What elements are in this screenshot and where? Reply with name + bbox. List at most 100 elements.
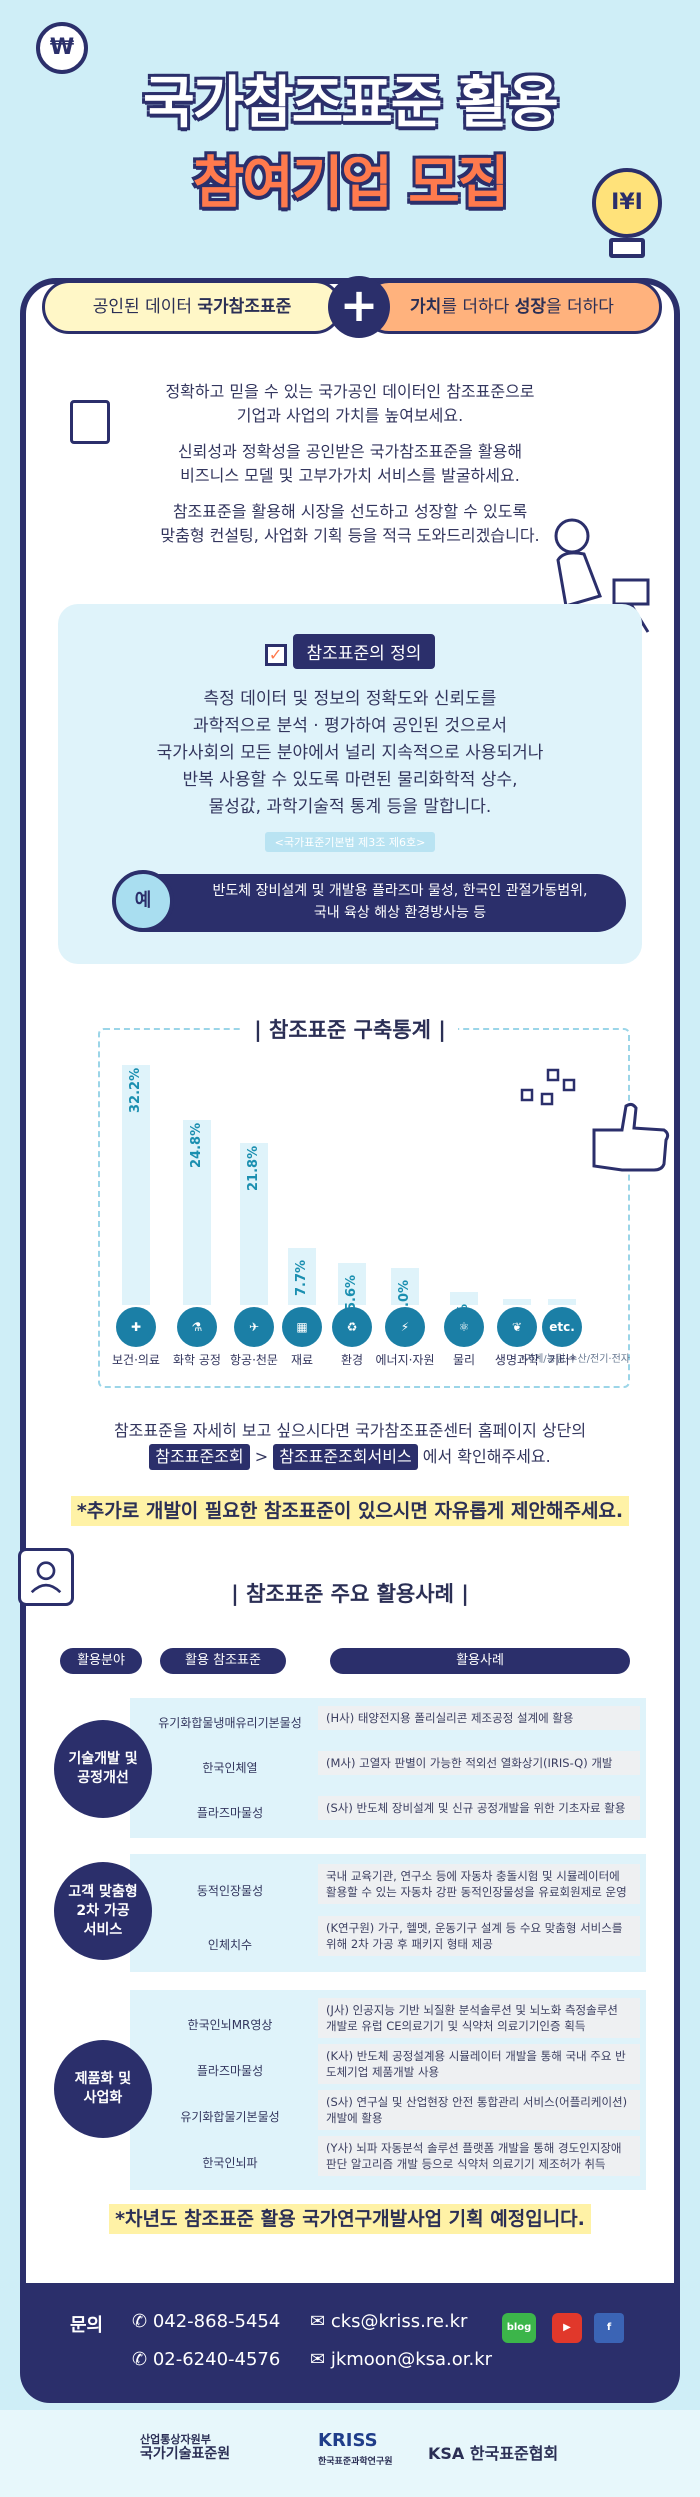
category-icon: ⚗ xyxy=(177,1307,217,1347)
group2-field-line1: 고객 맞춤형 xyxy=(68,1883,138,1900)
chart-value-label: 7.7% xyxy=(294,1259,309,1296)
banner-right-bold1: 가치 xyxy=(410,297,442,317)
kriss-logo-line2: 한국표준과학연구원 xyxy=(318,2457,393,2467)
category-icon: ⚛ xyxy=(444,1307,484,1347)
kats-logo-line1: 산업통상자원부 xyxy=(140,2433,211,2446)
email-2[interactable]: ✉ jkmoon@ksa.or.kr xyxy=(310,2349,493,2370)
definition-source: <국가표준기본법 제3조 제6호> xyxy=(0,831,700,852)
hero-title-line1: 국가참조표준 활용 xyxy=(143,71,559,136)
case-description: (J사) 인공지능 기반 뇌질환 분석솔루션 및 뇌노화 측정솔루션 개발로 유… xyxy=(318,1998,640,2038)
case-description: (Y사) 뇌파 자동분석 솔루션 플랫폼 개발을 통해 경도인지장애 판단 알고… xyxy=(318,2136,640,2176)
group3-field-line1: 제품화 및 xyxy=(74,2071,132,2087)
category-label: 기타* xyxy=(547,1353,577,1367)
group3-field-line2: 사업화 xyxy=(83,2090,123,2106)
category-icon: etc. xyxy=(542,1307,582,1347)
user-profile-icon xyxy=(18,1548,74,1606)
chart-bar xyxy=(503,1299,531,1305)
group1-field-line2: 공정개선 xyxy=(77,1770,129,1786)
intro-p1-line1: 정확하고 믿을 수 있는 국가공인 데이터인 참조표준으로 xyxy=(165,382,535,401)
definition-line1: 측정 데이터 및 정보의 정확도와 신뢰도를 xyxy=(203,689,497,709)
example-line2: 국내 육상 해상 환경방사능 등 xyxy=(313,905,487,921)
chart-value-label: 32.2% xyxy=(128,1067,143,1113)
banner-right-pill: 가치를 더하다 성장을 더하다 xyxy=(362,280,662,334)
banner-right-bold2: 성장 xyxy=(514,297,546,317)
stats-title-text: | 참조표준 구축통계 | xyxy=(242,1018,458,1042)
kriss-logo-line1: KRISS xyxy=(318,2430,378,2451)
kats-logo-line2: 국가기술표준원 xyxy=(140,2446,231,2462)
case-description: 국내 교육기관, 연구소 등에 자동차 충돌시험 및 시뮬레이터에 활용할 수 … xyxy=(318,1864,640,1904)
definition-line3: 국가사회의 모든 분야에서 널리 지속적으로 사용되거나 xyxy=(156,743,544,763)
stats-footnote: *기계/농림·수산/전기·전자 xyxy=(519,1354,630,1365)
shopping-bag-icon xyxy=(70,400,110,444)
case-description: (M사) 고열자 판별이 가능한 적외선 열화상기(IRIS-Q) 개발 xyxy=(318,1751,640,1775)
banner-left-bold: 국가참조표준 xyxy=(197,297,292,317)
case-description: (H사) 태양전지용 폴리실리콘 제조공정 설계에 활용 xyxy=(318,1706,640,1730)
category-label: 항공·천문 xyxy=(230,1353,278,1367)
value-banner: 공인된 데이터 국가참조표준 가치를 더하다 성장을 더하다 + xyxy=(42,276,662,338)
case-standard: 유기화합물기본물성 xyxy=(180,2110,280,2124)
category-icon: ✈ xyxy=(234,1307,274,1347)
example-badge: 예 xyxy=(112,870,174,932)
blog-icon[interactable]: blog xyxy=(502,2313,536,2343)
case-description: (S사) 반도체 장비설계 및 신규 공정개발을 위한 기초자료 활용 xyxy=(318,1796,640,1820)
chart-bar xyxy=(183,1120,211,1305)
intro-p2-line2: 비즈니스 모델 및 고부가가치 서비스를 발굴하세요. xyxy=(180,466,520,485)
lookup-separator: > xyxy=(249,1447,274,1466)
case-standard: 유기화합물냉매유리기본물성 xyxy=(158,1716,302,1730)
group1-field-line1: 기술개발 및 xyxy=(68,1751,138,1767)
chart-value-label: 21.8% xyxy=(246,1145,261,1191)
suggest-text: *추가로 개발이 필요한 참조표준이 있으시면 자유롭게 제안해주세요. xyxy=(70,1496,630,1526)
email-1[interactable]: ✉ cks@kriss.re.kr xyxy=(310,2311,468,2332)
banner-left-prefix: 공인된 데이터 xyxy=(92,297,198,317)
email-2-address[interactable]: jkmoon@ksa.or.kr xyxy=(330,2349,493,2370)
hero-section: ₩ 국가참조표준 활용 참여기업 모집 I¥I xyxy=(0,0,700,270)
phone-2[interactable]: ✆ 02-6240-4576 xyxy=(132,2349,281,2370)
plus-icon: + xyxy=(328,276,390,338)
example-bar xyxy=(114,874,626,932)
category-label: 생명과학 xyxy=(494,1353,540,1367)
lookup-tag-reference-service: 참조표준조회서비스 xyxy=(273,1444,418,1470)
example-text: 반도체 장비설계 및 개발용 플라즈마 물성, 한국인 관절가동범위, 국내 육… xyxy=(180,880,620,924)
chart-bar xyxy=(122,1065,150,1305)
category-label: 보건·의료 xyxy=(112,1353,160,1367)
definition-line5: 물성값, 과학기술적 통계 등을 말합니다. xyxy=(208,797,492,817)
facebook-icon[interactable]: f xyxy=(594,2313,624,2343)
kats-logo: 산업통상자원부 국가기술표준원 xyxy=(140,2432,230,2462)
chart-bar xyxy=(288,1247,316,1305)
next-year-text: *차년도 참조표준 활용 국가연구개발사업 기획 예정입니다. xyxy=(109,2204,591,2234)
phone-2-number[interactable]: 02-6240-4576 xyxy=(152,2349,281,2370)
category-icon: ⚡ xyxy=(385,1307,425,1347)
category-label: 환경 xyxy=(340,1353,364,1367)
intro-p3-line1: 참조표준을 활용해 시장을 선도하고 성장할 수 있도록 xyxy=(172,502,528,521)
case-standard: 인체치수 xyxy=(207,1938,253,1952)
category-icon: ♻ xyxy=(332,1307,372,1347)
youtube-icon[interactable]: ▶ xyxy=(552,2313,582,2343)
case-description: (K사) 반도체 공정설계용 시뮬레이터 개발을 통해 국내 주요 반도체기업 … xyxy=(318,2044,640,2084)
case-description: (S사) 연구실 및 산업현장 안전 통합관리 서비스(어플리케이션) 개발에 … xyxy=(318,2090,640,2130)
cases-header-standard: 활용 참조표준 xyxy=(160,1648,286,1674)
category-label: 에너지·자원 xyxy=(375,1353,435,1367)
lookup-guide: 참조표준을 자세히 보고 싶으시다면 국가참조표준센터 홈페이지 상단의 참조표… xyxy=(0,1418,700,1470)
definition-line4: 반복 사용할 수 있도록 마련된 물리화학적 상수, xyxy=(182,770,518,790)
intro-p1-line2: 기업과 사업의 가치를 높여보세요. xyxy=(236,406,464,425)
phone-1-number[interactable]: 042-868-5454 xyxy=(152,2311,281,2332)
lookup-line1: 참조표준을 자세히 보고 싶으시다면 국가참조표준센터 홈페이지 상단의 xyxy=(113,1421,587,1440)
email-1-address[interactable]: cks@kriss.re.kr xyxy=(330,2311,468,2332)
lightbulb-icon: I¥I xyxy=(592,168,662,238)
intro-p3-line2: 맞춤형 컨설팅, 사업화 기획 등을 적극 도와드리겠습니다. xyxy=(160,526,540,545)
example-line1: 반도체 장비설계 및 개발용 플라즈마 물성, 한국인 관절가동범위, xyxy=(212,883,588,899)
next-year-notice: *차년도 참조표준 활용 국가연구개발사업 기획 예정입니다. xyxy=(0,2204,700,2234)
case-description: (K연구원) 가구, 헬멧, 운동기구 설계 등 수요 맞춤형 서비스를 위해 … xyxy=(318,1916,640,1956)
case-standard: 동적인장물성 xyxy=(196,1884,264,1898)
cases-header-usecase: 활용사례 xyxy=(330,1648,630,1674)
decorative-squares-icon xyxy=(520,1068,576,1106)
lookup-suffix: 에서 확인해주세요. xyxy=(417,1447,551,1466)
definition-text: 측정 데이터 및 정보의 정확도와 신뢰도를 과학적으로 분석 · 평가하여 공… xyxy=(0,686,700,821)
category-icon: ✚ xyxy=(116,1307,156,1347)
definition-line2: 과학적으로 분석 · 평가하여 공인된 것으로서 xyxy=(193,716,507,736)
won-coin-icon: ₩ xyxy=(36,22,88,74)
phone-1[interactable]: ✆ 042-868-5454 xyxy=(132,2311,281,2332)
lookup-tag-reference-search: 참조표준조회 xyxy=(149,1444,250,1470)
